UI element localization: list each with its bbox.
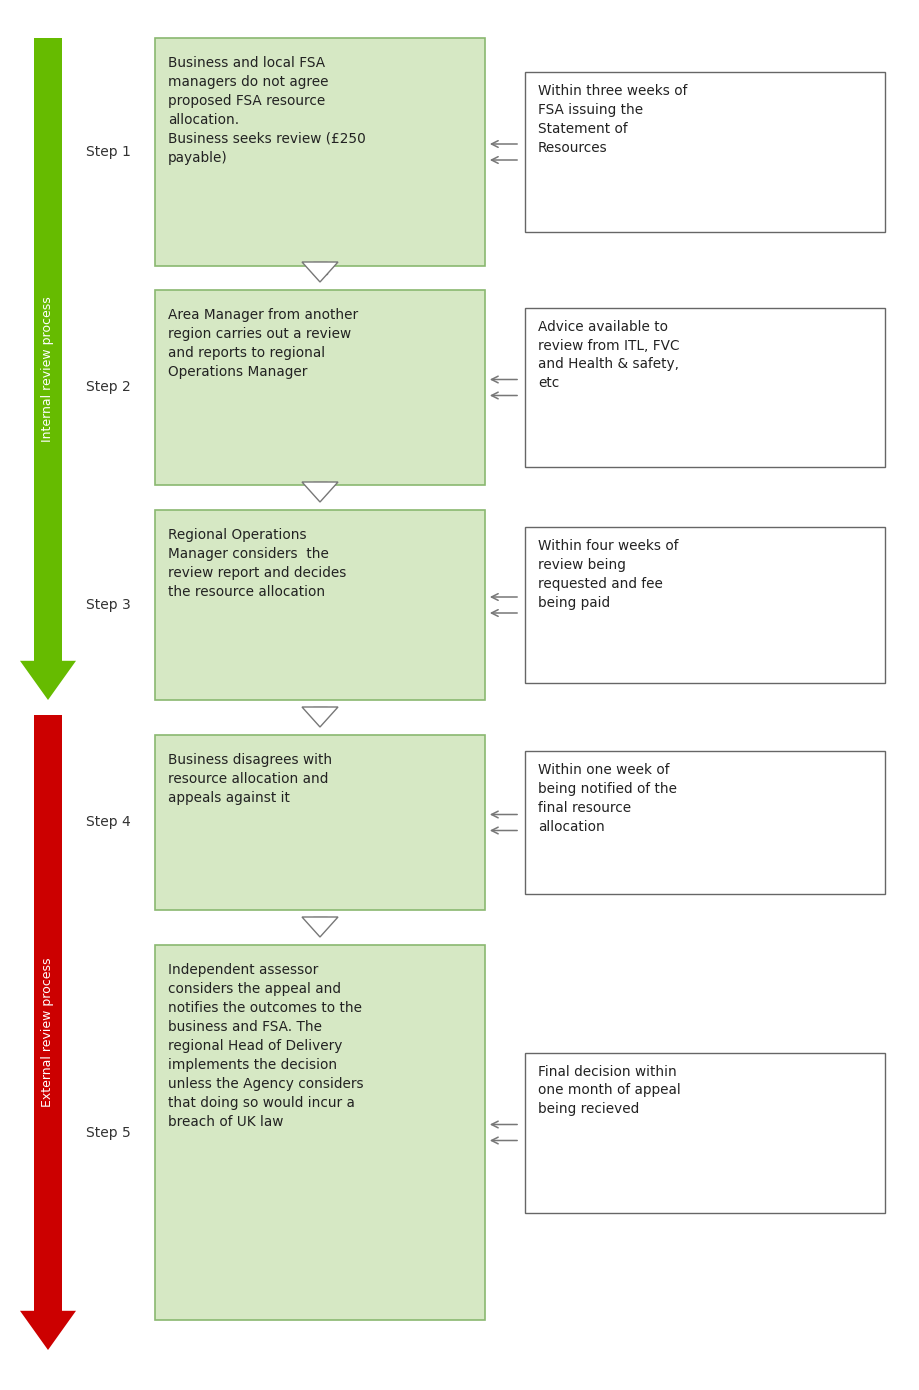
Text: Independent assessor
considers the appeal and
notifies the outcomes to the
busin: Independent assessor considers the appea…: [168, 963, 363, 1129]
FancyBboxPatch shape: [525, 307, 884, 467]
Bar: [34, 714, 62, 1311]
FancyBboxPatch shape: [154, 945, 484, 1320]
FancyBboxPatch shape: [525, 527, 884, 682]
FancyBboxPatch shape: [154, 38, 484, 265]
Text: Business and local FSA
managers do not agree
proposed FSA resource
allocation.
B: Business and local FSA managers do not a…: [168, 56, 366, 165]
Text: Step 4: Step 4: [85, 816, 130, 830]
FancyBboxPatch shape: [525, 1052, 884, 1212]
Polygon shape: [20, 1311, 76, 1350]
Text: Step 3: Step 3: [85, 598, 130, 612]
FancyBboxPatch shape: [154, 291, 484, 485]
Polygon shape: [301, 261, 337, 282]
FancyBboxPatch shape: [525, 72, 884, 232]
Text: Within four weeks of
review being
requested and fee
being paid: Within four weeks of review being reques…: [538, 539, 678, 610]
Polygon shape: [301, 917, 337, 937]
Text: Final decision within
one month of appeal
being recieved: Final decision within one month of appea…: [538, 1065, 680, 1116]
Text: Within one week of
being notified of the
final resource
allocation: Within one week of being notified of the…: [538, 763, 676, 834]
Polygon shape: [301, 482, 337, 502]
Text: Step 2: Step 2: [85, 381, 130, 395]
FancyBboxPatch shape: [154, 510, 484, 701]
Text: External review process: External review process: [41, 958, 54, 1108]
Polygon shape: [301, 708, 337, 727]
Text: Advice available to
review from ITL, FVC
and Health & safety,
etc: Advice available to review from ITL, FVC…: [538, 320, 679, 391]
Bar: [312, 261, 326, 274]
Text: Regional Operations
Manager considers  the
review report and decides
the resourc: Regional Operations Manager considers th…: [168, 528, 346, 599]
Text: Step 5: Step 5: [85, 1126, 130, 1140]
Text: Internal review process: Internal review process: [41, 296, 54, 442]
FancyBboxPatch shape: [525, 751, 884, 894]
Bar: [312, 482, 326, 493]
Text: Within three weeks of
FSA issuing the
Statement of
Resources: Within three weeks of FSA issuing the St…: [538, 83, 686, 154]
Text: Business disagrees with
resource allocation and
appeals against it: Business disagrees with resource allocat…: [168, 753, 332, 805]
Polygon shape: [20, 660, 76, 701]
Bar: [34, 38, 62, 660]
FancyBboxPatch shape: [154, 735, 484, 910]
Text: Area Manager from another
region carries out a review
and reports to regional
Op: Area Manager from another region carries…: [168, 309, 357, 379]
Text: Step 1: Step 1: [85, 145, 130, 158]
